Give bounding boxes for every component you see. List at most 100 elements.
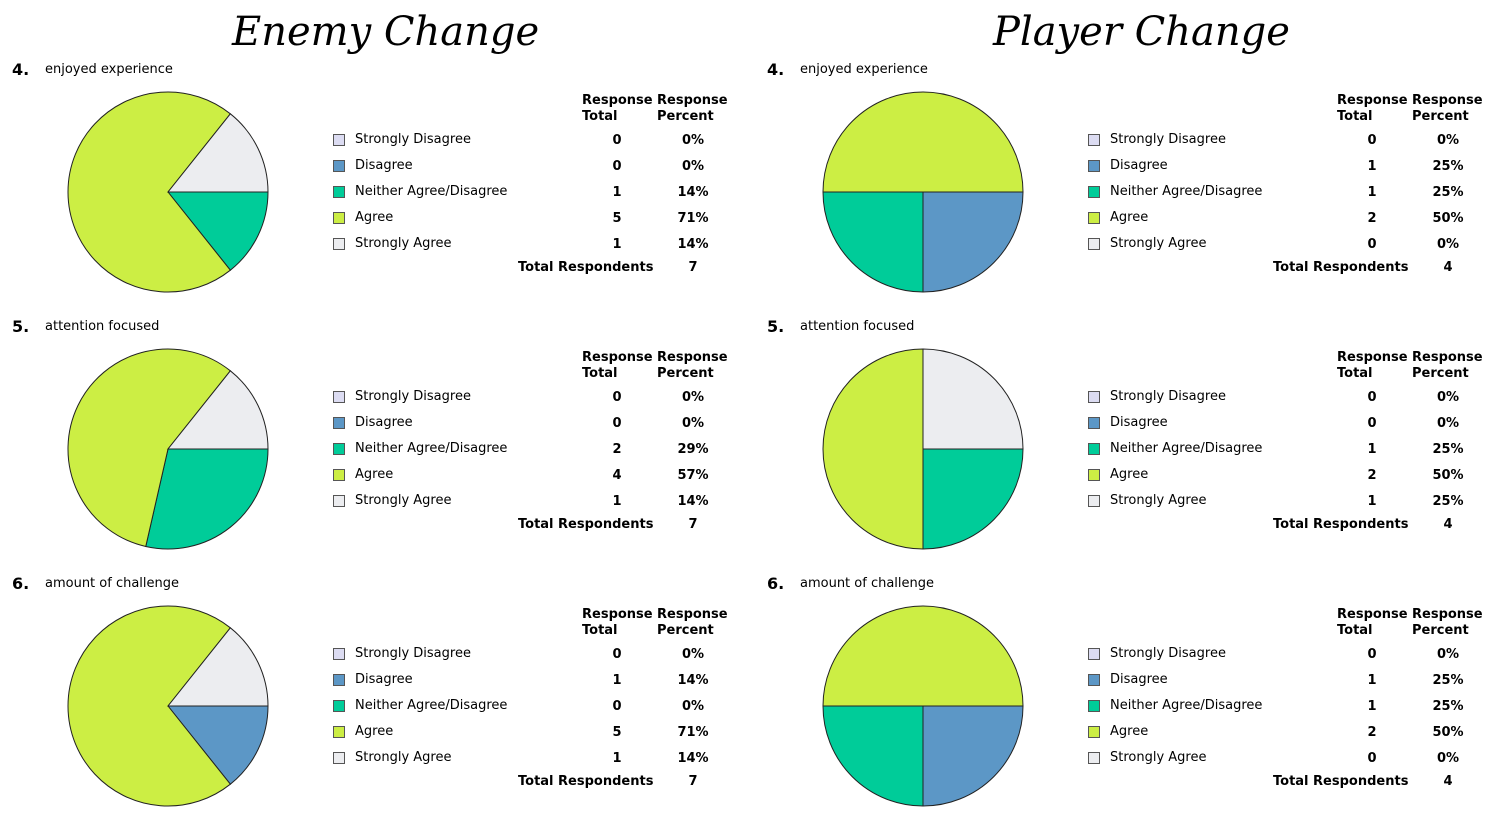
legend-swatch <box>1088 238 1100 250</box>
legend-swatch <box>333 186 345 198</box>
response-percent: 0% <box>1436 647 1460 662</box>
legend-row: Strongly Disagree 0 0% <box>333 389 753 407</box>
legend-swatch <box>333 726 345 738</box>
response-total: 1 <box>612 673 622 688</box>
response-total: 1 <box>612 185 622 200</box>
header-line: Total <box>1337 366 1373 381</box>
legend-swatch <box>1088 700 1100 712</box>
response-total: 0 <box>1367 237 1377 252</box>
response-percent-header: Response Percent <box>1412 607 1483 639</box>
response-percent: 71% <box>677 211 709 226</box>
total-respondents-label: Total Respondents <box>1273 260 1409 275</box>
legend-label: Strongly Agree <box>355 236 452 251</box>
legend-swatch <box>1088 726 1100 738</box>
legend-row: Strongly Agree 0 0% <box>1088 236 1500 254</box>
header-line: Response <box>1412 93 1483 108</box>
legend-row: Disagree 1 25% <box>1088 158 1500 176</box>
response-total-header: Response Total <box>1337 607 1408 639</box>
question-panel: 6. amount of challenge Response Total Res… <box>0 574 750 831</box>
pie-slice <box>166 113 269 193</box>
legend-label: Neither Agree/Disagree <box>1110 441 1263 456</box>
header-line: Response <box>657 607 728 622</box>
question-text: amount of challenge <box>800 576 935 591</box>
header-line: Response <box>582 93 653 108</box>
legend-row: Neither Agree/Disagree 1 25% <box>1088 184 1500 202</box>
header-line: Percent <box>657 109 714 124</box>
total-respondents-value: 4 <box>1443 517 1453 532</box>
legend-swatch <box>333 443 345 455</box>
response-total-header: Response Total <box>1337 93 1408 125</box>
legend-label: Strongly Agree <box>1110 236 1207 251</box>
legend-row: Strongly Agree 1 25% <box>1088 493 1500 511</box>
pie-slice <box>166 705 269 785</box>
question-text: enjoyed experience <box>45 62 173 77</box>
legend-label: Strongly Disagree <box>1110 389 1226 404</box>
legend-label: Disagree <box>1110 672 1168 687</box>
question-panel: 5. attention focused Response Total Respo… <box>0 317 750 574</box>
response-percent: 0% <box>681 390 705 405</box>
legend-label: Agree <box>355 467 394 482</box>
question-number: 6. <box>767 574 785 593</box>
question-panel: 5. attention focused Response Total Respo… <box>755 317 1500 574</box>
legend-label: Agree <box>1110 724 1149 739</box>
response-percent: 25% <box>1432 185 1464 200</box>
response-percent: 0% <box>1436 390 1460 405</box>
legend-label: Disagree <box>1110 158 1168 173</box>
header-line: Percent <box>1412 109 1469 124</box>
response-total: 2 <box>1367 468 1377 483</box>
question-text: attention focused <box>800 319 915 334</box>
legend-label: Agree <box>355 724 394 739</box>
response-percent-header: Response Percent <box>1412 93 1483 125</box>
response-total: 0 <box>612 647 622 662</box>
response-total: 2 <box>612 442 622 457</box>
legend-label: Neither Agree/Disagree <box>355 441 508 456</box>
legend-swatch <box>333 212 345 224</box>
response-percent: 50% <box>1432 211 1464 226</box>
legend-label: Neither Agree/Disagree <box>1110 698 1263 713</box>
response-percent: 50% <box>1432 725 1464 740</box>
player-change-column: Player Change 4. enjoyed experience Resp… <box>755 0 1500 825</box>
response-percent-header: Response Percent <box>657 607 728 639</box>
legend-swatch <box>333 648 345 660</box>
header-line: Response <box>657 93 728 108</box>
legend-row: Neither Agree/Disagree 1 25% <box>1088 698 1500 716</box>
question-number: 4. <box>12 60 30 79</box>
header-line: Response <box>657 350 728 365</box>
question-panel: 6. amount of challenge Response Total Res… <box>755 574 1500 831</box>
legend-swatch <box>1088 160 1100 172</box>
legend-label: Agree <box>1110 210 1149 225</box>
pie-slice <box>822 91 1024 193</box>
legend-row: Agree 5 71% <box>333 210 753 228</box>
legend-row: Agree 5 71% <box>333 724 753 742</box>
legend-row: Strongly Agree 1 14% <box>333 236 753 254</box>
legend-label: Strongly Disagree <box>1110 646 1226 661</box>
column-title: Enemy Change <box>232 9 540 55</box>
legend-swatch <box>1088 417 1100 429</box>
legend-row: Strongly Disagree 0 0% <box>333 646 753 664</box>
response-percent: 50% <box>1432 468 1464 483</box>
legend-row: Strongly Agree 1 14% <box>333 493 753 511</box>
response-percent: 29% <box>677 442 709 457</box>
legend-label: Disagree <box>355 158 413 173</box>
question-number: 6. <box>12 574 30 593</box>
legend-row: Disagree 0 0% <box>1088 415 1500 433</box>
legend-label: Strongly Agree <box>355 493 452 508</box>
legend-swatch <box>1088 495 1100 507</box>
legend-row: Strongly Disagree 0 0% <box>1088 132 1500 150</box>
response-total: 1 <box>1367 159 1377 174</box>
legend-label: Strongly Agree <box>355 750 452 765</box>
legend-swatch <box>333 391 345 403</box>
legend-swatch <box>1088 469 1100 481</box>
legend-swatch <box>333 700 345 712</box>
legend-swatch <box>333 238 345 250</box>
legend-row: Strongly Agree 0 0% <box>1088 750 1500 768</box>
pie-slice <box>922 348 1024 450</box>
legend-label: Neither Agree/Disagree <box>355 698 508 713</box>
response-total: 0 <box>612 159 622 174</box>
response-percent: 25% <box>1432 442 1464 457</box>
pie-chart <box>67 605 269 807</box>
header-line: Total <box>1337 109 1373 124</box>
header-line: Response <box>582 607 653 622</box>
legend-swatch <box>1088 391 1100 403</box>
legend-row: Neither Agree/Disagree 1 14% <box>333 184 753 202</box>
